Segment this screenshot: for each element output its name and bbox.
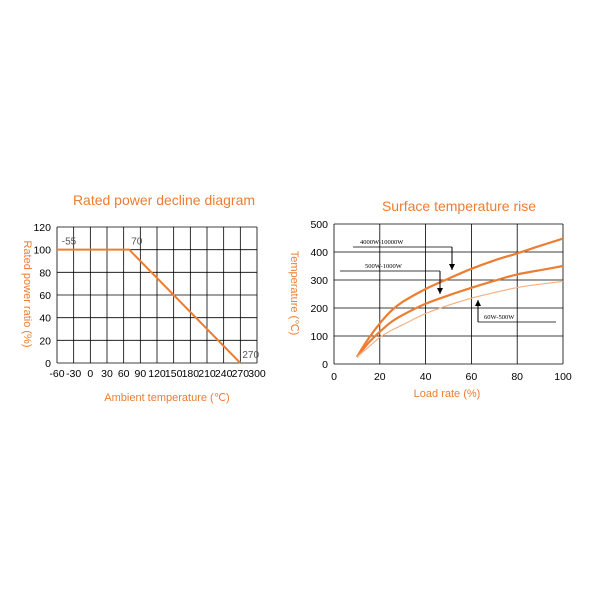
label-60-500: 60W-500W [484,314,515,321]
x-tick-label: 60 [118,368,130,380]
y-tick-label: 500 [310,219,328,231]
y-tick-label: 20 [39,335,51,347]
x-tick-label: 210 [198,368,216,380]
x-tick-label: 270 [232,368,250,380]
series-line [356,264,564,358]
x-axis-label: Ambient temperature (℃) [104,392,229,404]
chart-title: Rated power decline diagram [73,192,255,208]
x-tick-label: 30 [101,368,113,380]
y-tick-label: 300 [310,275,328,287]
annotation-label: -55 [62,237,77,248]
y-tick-label: 40 [39,313,51,325]
y-tick-label: 100 [33,245,51,257]
rated-power-decline-chart: Rated power decline diagram 0 20 40 60 80 100… [21,192,266,404]
y-tick-label: 60 [39,290,51,302]
x-tick-label: 20 [374,371,386,383]
series-group [57,248,242,364]
series-line [355,237,564,358]
annotation-label: 70 [131,237,143,248]
annotations: -55 70 270 [62,237,260,361]
y-tick-labels: 0 100 200 300 400 500 [310,219,328,371]
y-tick-label: 0 [45,358,51,370]
series-labels: 4000W-10000W 500W-1000W 60W-500W [340,239,556,323]
x-tick-label: 180 [182,368,200,380]
x-tick-label: 60 [466,371,478,383]
x-tick-label: 300 [248,368,266,380]
label-500-1000: 500W-1000W [365,263,403,270]
x-tick-label: 150 [165,368,183,380]
y-tick-label: 100 [310,331,328,343]
y-tick-label: 80 [39,267,51,279]
x-tick-labels: 0 20 40 60 80 100 [331,371,572,383]
x-tick-label: 0 [87,368,93,380]
x-tick-label: 80 [511,371,523,383]
x-tick-label: 90 [134,368,146,380]
x-tick-label: 40 [420,371,432,383]
x-axis-label: Load rate (%) [414,388,481,400]
y-tick-label: 0 [322,359,328,371]
x-tick-label: 120 [148,368,166,380]
series-line [356,280,564,358]
series-group [355,237,564,358]
x-tick-label: 240 [215,368,233,380]
arrowhead-icon [475,300,481,306]
y-tick-labels: 0 20 40 60 80 100 120 [33,222,51,370]
y-tick-label: 200 [310,303,328,315]
grid [56,226,258,364]
y-axis-label: Rated power ratio (%) [21,241,33,348]
x-tick-label: 0 [331,371,337,383]
grid [333,223,564,365]
x-tick-label: -30 [66,368,81,380]
label-4000-10000: 4000W-10000W [360,239,404,246]
arrowhead-icon [449,264,455,270]
y-tick-label: 400 [310,247,328,259]
series-line [57,248,242,364]
chart-title: Surface temperature rise [382,198,536,214]
arrowhead-icon [437,288,443,294]
x-tick-label: -60 [49,368,64,380]
y-tick-label: 120 [33,222,51,234]
x-tick-label: 100 [554,371,572,383]
surface-temperature-chart: Surface temperature rise 010020030040050… [288,198,572,400]
x-tick-labels: -60 -30 0 30 60 90 120 150 180 210 240 270 300 [49,368,266,380]
y-axis-label: Temperature (℃) [288,251,300,336]
annotation-label: 270 [242,350,259,361]
